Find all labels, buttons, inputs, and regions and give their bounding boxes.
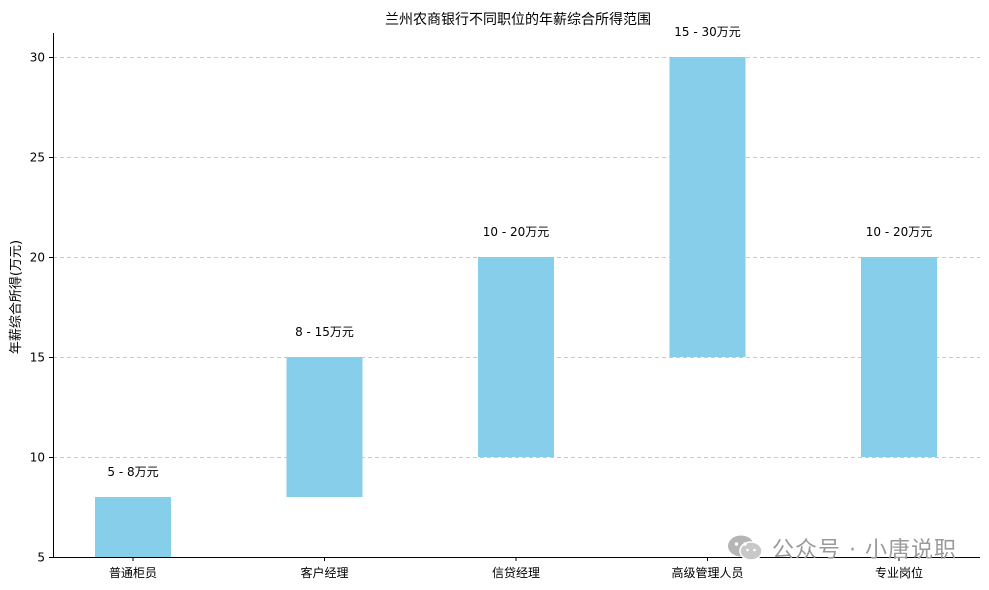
bar — [669, 57, 746, 357]
bar — [286, 357, 363, 497]
x-tick-label: 高级管理人员 — [671, 565, 743, 580]
y-tick-label: 30 — [30, 51, 45, 65]
bar-labels: 5 - 8万元 8 - 15万元 10 - 20万元 15 - 30万元 10 - 20… — [107, 25, 932, 479]
x-tick-label: 专业岗位 — [875, 565, 923, 580]
bar-value-label: 15 - 30万元 — [674, 25, 741, 39]
x-tick-label: 客户经理 — [300, 565, 348, 580]
x-ticks: 普通柜员 客户经理 信贷经理 高级管理人员 专业岗位 — [109, 557, 923, 580]
wechat-icon — [728, 535, 763, 561]
bars — [95, 57, 937, 557]
watermark-text: 公众号 · 小唐说职 — [772, 538, 957, 563]
x-tick-label: 信贷经理 — [492, 566, 540, 580]
bar — [861, 257, 937, 457]
bar — [95, 497, 171, 557]
bar-value-label: 10 - 20万元 — [866, 225, 933, 239]
bar-value-label: 5 - 8万元 — [107, 465, 158, 479]
y-axis-title: 年薪综合所得(万元) — [8, 240, 24, 354]
y-tick-label: 10 — [30, 451, 45, 465]
bar — [478, 257, 554, 457]
y-tick-label: 25 — [30, 151, 45, 165]
y-ticks: 5 10 15 20 25 30 — [30, 51, 53, 565]
y-tick-label: 15 — [30, 351, 45, 365]
y-tick-label: 20 — [30, 251, 45, 265]
bar-value-label: 10 - 20万元 — [483, 225, 550, 239]
chart-title: 兰州农商银行不同职位的年薪综合所得范围 — [385, 11, 651, 28]
bar-value-label: 8 - 15万元 — [295, 325, 354, 339]
x-tick-label: 普通柜员 — [109, 566, 157, 580]
y-tick-label: 5 — [37, 551, 45, 565]
watermark: 公众号 · 小唐说职 — [726, 532, 957, 564]
